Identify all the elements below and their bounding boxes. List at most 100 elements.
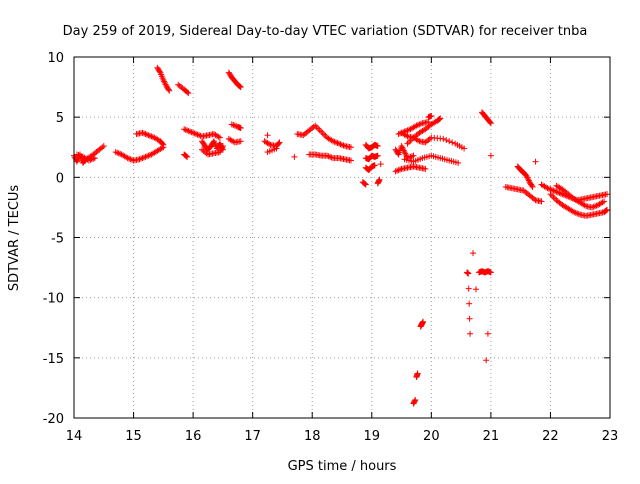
data-point — [465, 285, 472, 292]
data-point — [412, 396, 419, 403]
data-point — [374, 143, 381, 150]
data-point — [392, 168, 399, 175]
data-point — [435, 116, 442, 123]
data-point — [291, 153, 298, 160]
data-point — [319, 130, 326, 137]
data-point — [143, 153, 150, 160]
data-point — [548, 186, 555, 193]
data-point — [487, 152, 494, 159]
y-tick-label: -5 — [51, 232, 64, 247]
data-point — [371, 162, 378, 169]
data-point — [361, 180, 368, 187]
data-point — [408, 153, 415, 160]
data-point — [443, 137, 450, 144]
data-point — [403, 132, 410, 139]
data-point — [114, 149, 121, 156]
data-point — [334, 140, 341, 147]
data-point — [603, 207, 610, 214]
data-point — [461, 145, 468, 152]
data-point — [440, 135, 447, 142]
data-point — [404, 140, 411, 147]
data-point — [407, 153, 414, 160]
data-point — [417, 120, 424, 127]
data-point — [184, 127, 191, 134]
x-tick-label: 22 — [542, 429, 559, 444]
data-point — [336, 140, 343, 147]
data-point — [571, 209, 578, 216]
data-point — [548, 192, 555, 199]
y-axis-label: SDTVAR / TECUs — [7, 185, 22, 292]
data-point — [236, 82, 243, 89]
data-point — [538, 198, 545, 205]
data-point — [184, 153, 191, 160]
data-point — [340, 142, 347, 149]
data-point — [374, 152, 381, 159]
data-point — [237, 124, 244, 131]
data-point — [90, 155, 97, 162]
data-point — [237, 84, 244, 91]
data-point — [553, 188, 560, 195]
data-point — [362, 180, 369, 187]
y-tick-label: 10 — [47, 51, 64, 66]
data-point — [158, 145, 165, 152]
data-points-layer — [71, 64, 611, 407]
data-point — [124, 155, 131, 162]
data-point — [446, 138, 453, 145]
data-point — [138, 155, 144, 162]
x-tick-label: 15 — [125, 429, 142, 444]
data-point — [416, 121, 423, 128]
data-point — [436, 115, 443, 122]
data-point — [414, 137, 421, 144]
data-point — [142, 153, 149, 160]
data-point — [216, 134, 223, 141]
data-point — [414, 121, 421, 128]
data-point — [190, 129, 197, 136]
data-point — [184, 89, 191, 96]
data-point — [428, 112, 435, 119]
data-point — [362, 181, 369, 188]
data-point — [142, 131, 149, 138]
data-point — [487, 120, 494, 127]
data-point — [449, 139, 456, 146]
data-point — [228, 121, 235, 128]
data-point — [112, 149, 119, 156]
data-point — [599, 199, 606, 206]
data-point — [219, 143, 226, 150]
data-point — [324, 152, 331, 159]
grid-layer — [74, 57, 610, 418]
data-point — [556, 189, 563, 196]
y-tick-label: -15 — [43, 352, 64, 367]
data-point — [331, 138, 338, 145]
data-point — [376, 176, 383, 183]
data-point — [325, 153, 332, 160]
data-point — [397, 166, 404, 173]
data-point — [394, 150, 401, 157]
data-point — [470, 250, 477, 257]
data-point — [410, 152, 417, 159]
data-point — [266, 140, 273, 147]
data-point — [529, 183, 536, 190]
data-point — [237, 138, 244, 145]
data-point — [99, 144, 106, 151]
data-point — [437, 115, 444, 122]
axis-ticks-layer: 14 15 16 17 18 19 20 21 22 23 -20 -15 -10 -5 0 5 10 — [43, 51, 619, 444]
data-point — [347, 144, 354, 151]
data-point — [528, 182, 535, 189]
x-tick-label: 21 — [483, 429, 500, 444]
data-point — [473, 286, 479, 293]
data-point — [264, 132, 271, 139]
data-point — [455, 159, 462, 166]
data-point — [143, 131, 150, 138]
data-point — [165, 86, 172, 93]
data-point — [377, 161, 384, 168]
data-point — [604, 206, 611, 213]
data-point — [136, 156, 143, 163]
data-point — [337, 141, 344, 148]
data-point — [145, 132, 152, 139]
data-point — [193, 131, 200, 138]
data-point — [575, 211, 582, 218]
data-point — [327, 153, 334, 160]
data-point — [191, 130, 198, 137]
